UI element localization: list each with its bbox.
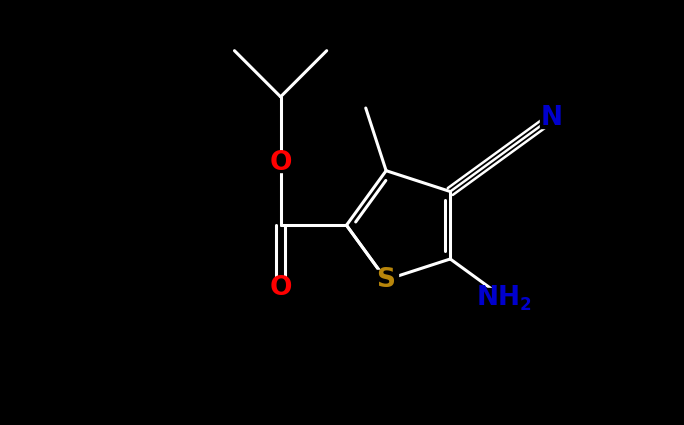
Bar — [484, 288, 523, 307]
Bar — [269, 153, 292, 172]
Text: N: N — [540, 105, 562, 131]
Text: O: O — [269, 275, 292, 301]
Text: 2: 2 — [520, 296, 531, 314]
Text: NH: NH — [477, 285, 521, 311]
Text: S: S — [377, 267, 395, 293]
Bar — [269, 278, 292, 298]
Bar — [374, 270, 398, 289]
Bar — [540, 108, 563, 128]
Text: O: O — [269, 150, 292, 176]
